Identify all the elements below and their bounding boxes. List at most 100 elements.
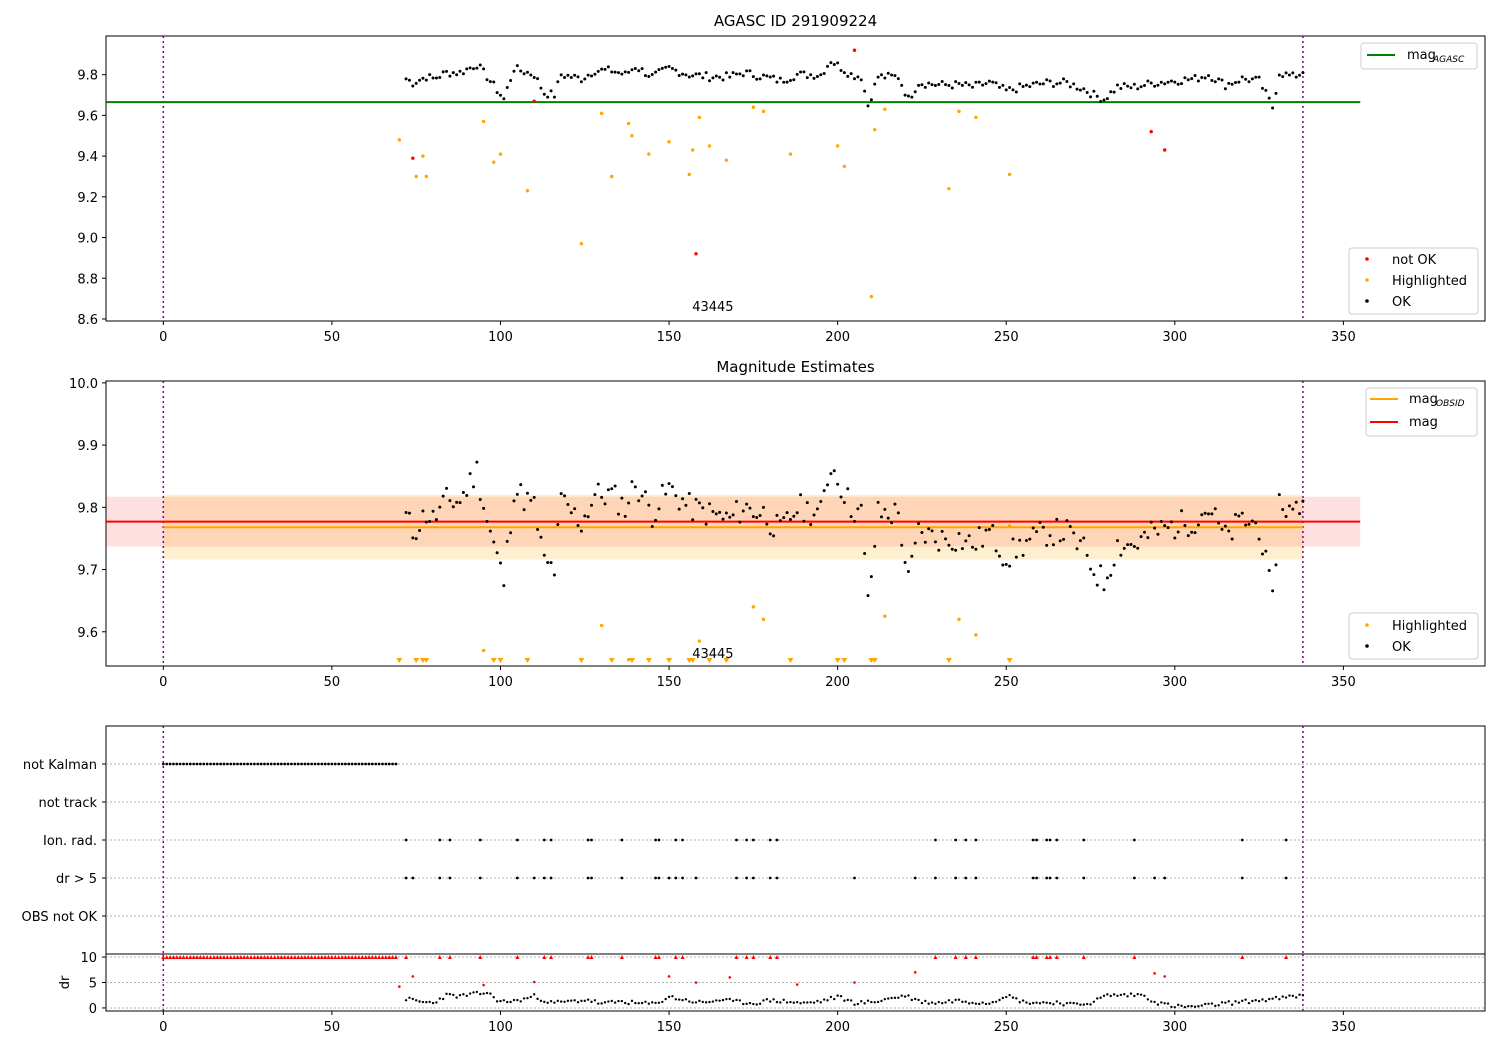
panel2-ok-point <box>1227 529 1231 533</box>
panel1-ok-point <box>826 64 830 68</box>
dr-point <box>1301 994 1305 997</box>
panel1-ok-point <box>708 79 712 83</box>
panel2-ok-point <box>687 492 691 496</box>
panel1-ok-point <box>1227 81 1231 85</box>
panel1-ok-point <box>684 73 688 77</box>
panel1-ok-point <box>1149 81 1153 85</box>
dr-clipped-marker <box>252 955 257 960</box>
panel3-ion-rad-point <box>478 838 482 842</box>
dr-point <box>883 997 887 1001</box>
panel1-ok-point <box>940 80 944 84</box>
panel2-ok-point <box>694 497 698 501</box>
panel2-ok-point <box>761 505 765 509</box>
panel2-ok-point <box>478 497 482 501</box>
panel1-ok-point <box>472 67 476 71</box>
dr-point <box>728 997 731 1001</box>
dr-clipped-marker <box>343 955 348 960</box>
dr-point <box>411 997 415 1001</box>
panel3-dr-gt5-point <box>1082 876 1086 880</box>
panel1-ok-point <box>1210 79 1214 83</box>
panel1-ok-point <box>637 69 641 73</box>
panel2-legend-line-label: mag <box>1409 415 1438 430</box>
panel3-not-kalman-point <box>333 762 337 766</box>
panel1-ok-point <box>606 65 610 69</box>
dr-red-point <box>398 985 401 988</box>
panel2-ok-point <box>842 501 846 505</box>
panel2-ok-point <box>1159 519 1163 523</box>
panel1-ok-point <box>1213 80 1217 84</box>
dr-point <box>543 1000 546 1004</box>
panel3-ion-rad-point <box>549 838 553 842</box>
dr-point <box>576 1001 580 1004</box>
panel2-x-tick-label: 100 <box>488 675 513 690</box>
panel3-flag-label: OBS not OK <box>22 910 98 925</box>
panel2-ok-point <box>950 547 954 551</box>
dr-point <box>849 999 853 1002</box>
panel2-title: Magnitude Estimates <box>716 358 874 376</box>
panel2-ok-point <box>583 514 587 518</box>
panel2-highlighted-point <box>974 633 978 637</box>
panel1-ok-point <box>445 69 449 73</box>
panel1-ok-point <box>1004 88 1008 92</box>
dr-point <box>1230 1003 1234 1006</box>
panel2-ok-point <box>1126 543 1130 547</box>
panel1-legend-marker <box>1365 257 1369 261</box>
dr-point <box>809 1001 812 1004</box>
dr-clipped-marker <box>178 955 183 960</box>
panel1-ok-point <box>1250 77 1254 81</box>
panel1-ok-point <box>647 75 651 79</box>
panel2-ok-point <box>1244 523 1248 527</box>
panel1-ok-point <box>404 77 408 81</box>
dr-clipped-marker <box>181 955 186 960</box>
panel2-ok-point <box>1173 536 1177 540</box>
panel1-legend-marker <box>1365 278 1369 282</box>
panel2-ok-point <box>1176 530 1180 534</box>
dr-clipped-marker <box>377 955 382 960</box>
panel1-y-tick-label: 9.2 <box>77 191 98 206</box>
panel2-ok-point <box>643 490 647 494</box>
dr-clipped-marker <box>208 955 213 960</box>
panel1-ok-point <box>1102 98 1106 102</box>
panel1-highlighted-point <box>579 241 584 246</box>
dr-point <box>1025 1001 1028 1004</box>
dr-point <box>1069 1001 1072 1004</box>
panel2-ok-point <box>826 483 830 487</box>
dr-clipped-marker <box>586 955 591 960</box>
panel1-y-tick-label: 8.8 <box>77 272 98 287</box>
panel2-clipped-marker <box>645 658 652 663</box>
dr-point <box>472 991 475 994</box>
panel3-not-kalman-point <box>195 762 199 766</box>
dr-point <box>462 993 465 996</box>
panel2-ok-point <box>853 519 857 523</box>
panel1-ok-point <box>873 82 877 86</box>
panel2-y-tick-label: 9.8 <box>77 501 98 516</box>
dr-point <box>1008 993 1011 997</box>
panel2-ok-point <box>657 507 661 511</box>
panel2-ok-point <box>596 482 600 486</box>
dr-clipped-marker <box>269 955 274 960</box>
dr-point <box>532 993 536 996</box>
panel1-ok-point <box>600 67 604 71</box>
panel2-clipped-marker <box>689 658 696 663</box>
dr-point <box>940 1001 944 1005</box>
panel3-ion-rad-point <box>1031 838 1035 842</box>
panel2-ok-point <box>1102 588 1106 592</box>
panel1-ok-point <box>549 89 553 93</box>
panel1-ok-point <box>1159 80 1163 84</box>
panel2-ok-point <box>1153 526 1157 530</box>
panel1-ok-point <box>795 72 799 76</box>
panel1-ok-point <box>738 72 742 76</box>
panel2-ok-point <box>893 502 897 506</box>
panel3-not-kalman-point <box>209 762 212 766</box>
dr-clipped-marker <box>201 955 206 960</box>
dr-clipped-marker <box>1054 955 1059 960</box>
dr-point <box>1160 1001 1163 1004</box>
panel2-ok-point <box>1099 564 1103 568</box>
panel2-clipped-marker <box>423 658 430 663</box>
panel2-ok-point <box>522 508 526 512</box>
panel1-ok-point <box>559 73 563 77</box>
panel2-ok-point <box>1281 508 1285 512</box>
panel1-x-tick-label: 300 <box>1162 330 1187 345</box>
dr-point <box>475 990 479 994</box>
panel2-ok-point <box>971 545 975 549</box>
